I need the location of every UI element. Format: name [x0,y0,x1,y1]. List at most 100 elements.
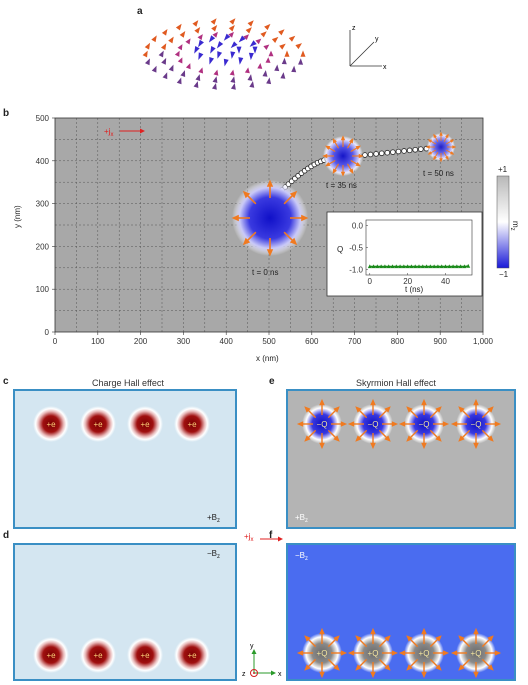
frame-axes-icon: y z x [242,643,282,678]
skyrmion-arrow-head [458,664,465,671]
inset-marker [390,264,395,269]
spin-arrow [247,74,253,81]
spin-arrow [228,25,235,32]
charge-row-top: +e +e +e +e [33,406,210,442]
inset-marker [435,264,440,269]
panel-f-bz: −B [295,551,305,560]
svg-text:+jx: +jx [244,532,253,543]
skyrmion-t0-arrow-head [242,237,251,246]
spin-arrow [213,69,219,76]
spin-arrow [288,35,296,42]
spin-arrow [245,27,252,34]
trajectory-dot [390,149,396,155]
spin-arrow [268,50,274,57]
inset-y-tick-label: -0.5 [349,244,363,253]
skyrmion-t35-arrow-head [325,145,331,151]
axes-3d-icon: z y x [349,25,387,71]
panel-e-label: e [269,376,275,387]
panel-f-bz-sub: z [305,556,308,562]
spin-arrow [177,57,183,64]
inset-marker [439,264,444,269]
spin-arrow [210,46,216,54]
skyrmion-arrow-head [421,671,427,679]
skyrmion-label: +Q [368,649,379,658]
x-tick-label: 200 [134,337,148,346]
skyrmion-arrow-head [487,435,494,442]
panel-c-bz-sub: z [217,518,220,524]
charge-label: +e [46,651,56,660]
spin-arrow [263,44,270,50]
spin-arrow [238,57,244,65]
spin-arrow [194,27,201,34]
inset-marker [428,264,433,269]
spin-arrow [197,34,203,41]
spin-arrow [300,50,306,57]
charge-particle [174,637,210,673]
x-tick-label: 600 [305,337,319,346]
spin-arrow [161,57,167,65]
skyrmion-label: −Q [419,420,430,429]
skyrmion-arrow-head [406,664,413,671]
svg-text:+Bz: +Bz [295,513,308,524]
trajectory-dot [412,146,419,153]
spin-arrow [249,40,257,47]
lower-current-sub: x [250,537,253,543]
y-tick-label: 0 [45,328,50,337]
skyrmion-arrow-head [319,671,325,679]
skyrmion-t35-arrow-head [322,153,328,159]
spin-arrow [264,23,271,31]
skyrmion-t50-arrow-head [439,131,443,136]
skyrmion-arrow-head [355,664,362,671]
x-tick-label: 900 [434,337,448,346]
spin-arrow [248,52,254,61]
spin-arrow [208,35,216,43]
inset-marker [367,264,372,269]
spin-arrow [228,31,234,38]
charge-particle [33,406,69,442]
spin-arrow [185,38,191,45]
spin-arrow [255,38,262,45]
skyrmion-arrow-head [406,435,413,442]
skyrmion-arrow-head [458,406,465,413]
spin-arrow [271,36,279,43]
spin-arrow [223,58,229,67]
x-tick-label: 100 [91,337,105,346]
skyrmion-t35-arrow-head [340,135,346,141]
frame-axis-x: x [278,671,282,678]
colorbar: +1 −1 mz [496,165,520,279]
spin-arrow [244,67,250,74]
spin-arrow [217,51,223,59]
current-subscript: x [110,132,113,138]
spin-arrow [160,43,167,51]
spin-arrow [262,70,268,77]
inset-marker [420,264,425,269]
panel-d-bz-sub: z [217,554,220,560]
skyrmion-t50-arrow-head [449,151,455,155]
skyrmion-arrow-head [442,421,450,427]
spin-arrow [229,18,236,25]
skyrmion-arrow-head [398,421,406,427]
y-tick-label: 100 [36,285,50,294]
skyrmion-t0-arrow-head [231,214,239,222]
spin-arrow [158,50,164,58]
skyrmion-arrow-head [494,650,502,656]
inset-x-tick-label: 0 [368,277,373,286]
skyrmion-row-bottom: +Q +Q +Q +Q [296,627,502,679]
spin-arrow [174,50,180,57]
spin-arrow [266,77,272,85]
skyrmion-arrow-head [333,664,340,671]
skyrmion-arrow-head [421,627,427,635]
colorbar-bottom-label: −1 [499,270,509,279]
spin-arrow [295,43,302,50]
skyrmion-arrow-head [370,398,376,406]
skyrmion-arrow-head [355,635,362,642]
spin-arrow [194,46,200,54]
skyrmion-arrow-head [473,442,479,450]
lower-current-indicator: +jx [244,532,283,543]
skyrmion-arrow-head [458,435,465,442]
spin-arrow [247,20,254,27]
spin-arrow [177,44,183,51]
spin-arrow [192,20,199,27]
skyrmion-arrow-head [473,398,479,406]
spin-arrow [298,58,304,65]
